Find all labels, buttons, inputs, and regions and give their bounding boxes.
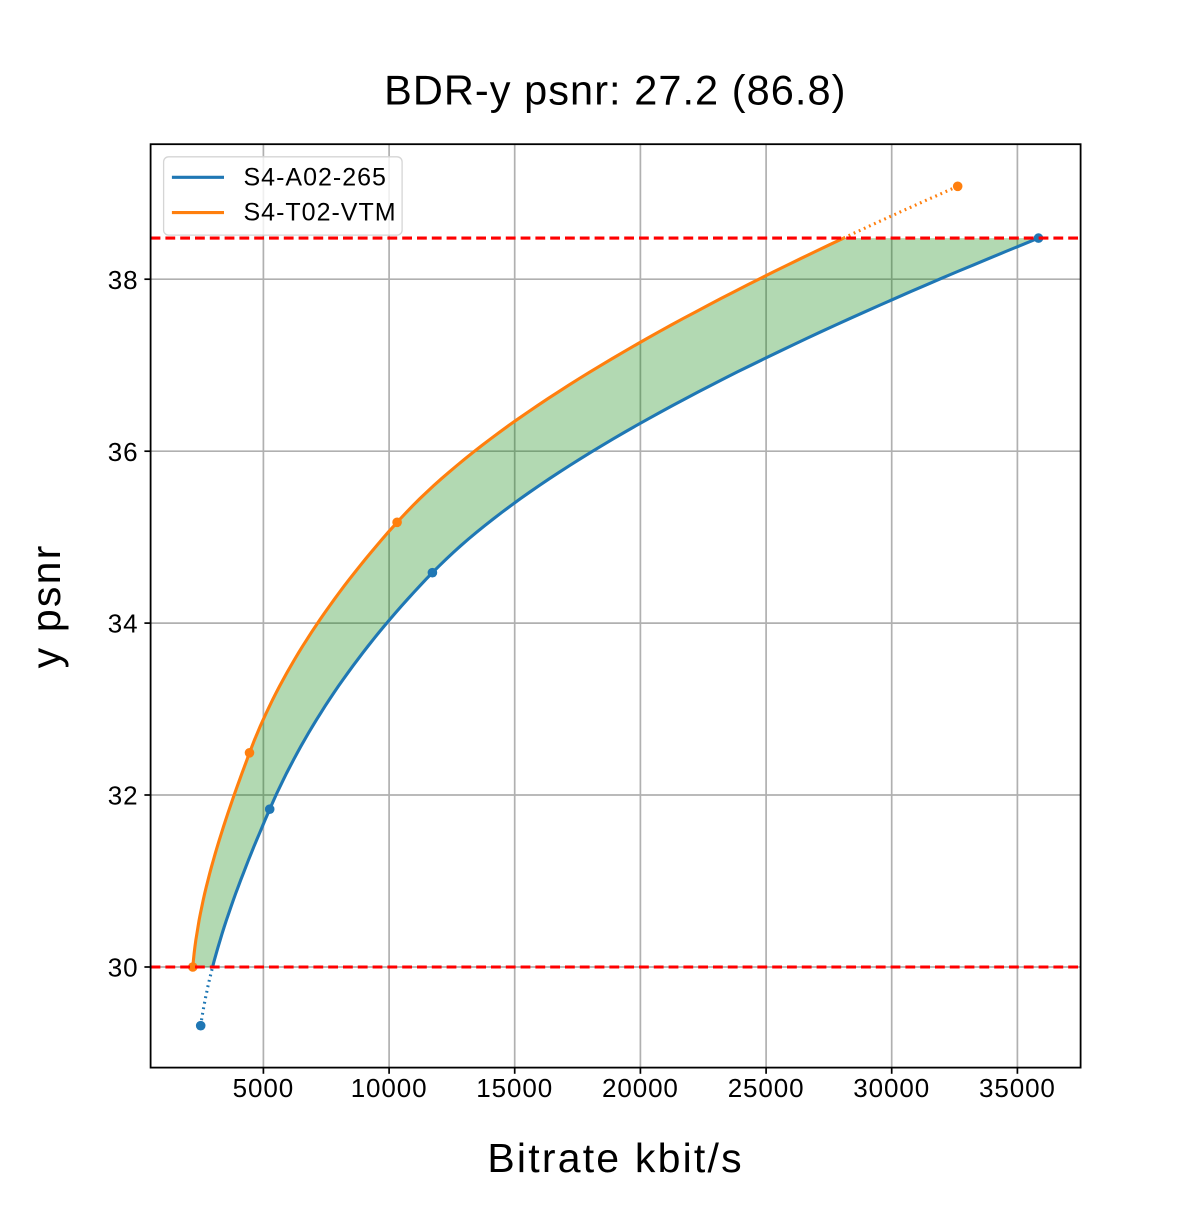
svg-text:BDR-y psnr: 27.2 (86.8): BDR-y psnr: 27.2 (86.8) bbox=[384, 66, 846, 113]
svg-text:25000: 25000 bbox=[728, 1073, 805, 1103]
svg-text:5000: 5000 bbox=[233, 1073, 294, 1103]
svg-text:20000: 20000 bbox=[602, 1073, 679, 1103]
svg-text:S4-A02-265: S4-A02-265 bbox=[244, 163, 387, 191]
svg-text:36: 36 bbox=[108, 437, 139, 467]
svg-text:30000: 30000 bbox=[853, 1073, 930, 1103]
svg-text:34: 34 bbox=[108, 609, 139, 639]
svg-text:Bitrate kbit/s: Bitrate kbit/s bbox=[487, 1135, 743, 1181]
svg-text:30: 30 bbox=[108, 953, 139, 983]
svg-text:S4-T02-VTM: S4-T02-VTM bbox=[244, 199, 397, 227]
svg-text:35000: 35000 bbox=[979, 1073, 1056, 1103]
svg-text:y psnr: y psnr bbox=[23, 544, 69, 669]
svg-text:32: 32 bbox=[108, 781, 139, 811]
svg-text:38: 38 bbox=[108, 265, 139, 295]
svg-text:15000: 15000 bbox=[476, 1073, 553, 1103]
svg-text:10000: 10000 bbox=[351, 1073, 428, 1103]
